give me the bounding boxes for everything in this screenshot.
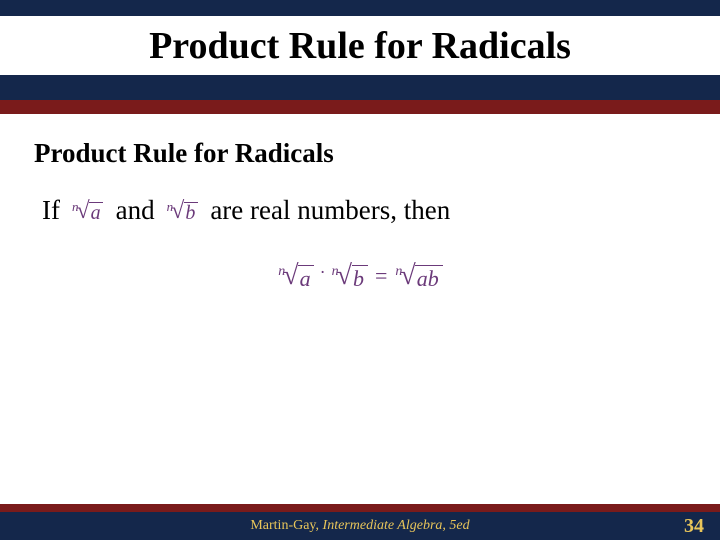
navy-band-top bbox=[0, 0, 720, 16]
equals-sign: = bbox=[375, 263, 387, 289]
radical-symbol: √ bbox=[76, 199, 89, 223]
header: Product Rule for Radicals bbox=[0, 0, 720, 114]
radicand-b: b bbox=[184, 203, 198, 223]
dot-operator: · bbox=[320, 262, 326, 283]
if-text: If bbox=[42, 195, 60, 226]
radical-b: n √ b bbox=[332, 262, 367, 290]
footer-book: Intermediate Algebra, 5ed bbox=[323, 518, 470, 533]
footer: Martin-Gay, Intermediate Algebra, 5ed 34 bbox=[0, 504, 720, 540]
radicand-b: b bbox=[352, 268, 367, 290]
radicand-ab: ab bbox=[416, 268, 442, 290]
radical-symbol: √ bbox=[283, 262, 298, 290]
maroon-band bbox=[0, 100, 720, 114]
content-area: Product Rule for Radicals If n √ a and n… bbox=[0, 114, 720, 290]
product-rule-formula: n √ a · n √ b = n √ ab bbox=[278, 262, 442, 290]
radical-a-inline: n √ a bbox=[72, 199, 104, 223]
radical-symbol: √ bbox=[400, 262, 415, 290]
radical-b-inline: n √ b bbox=[167, 199, 199, 223]
subtitle: Product Rule for Radicals bbox=[34, 138, 686, 169]
radicand-a: a bbox=[299, 268, 314, 290]
rule-sentence: If n √ a and n √ b are real numbers, the… bbox=[34, 195, 686, 226]
footer-author: Martin-Gay, bbox=[250, 518, 322, 533]
footer-citation: Martin-Gay, Intermediate Algebra, 5ed bbox=[250, 518, 469, 534]
rest-text: are real numbers, then bbox=[210, 195, 450, 226]
footer-maroon-band bbox=[0, 504, 720, 512]
main-title: Product Rule for Radicals bbox=[0, 24, 720, 68]
footer-navy-band: Martin-Gay, Intermediate Algebra, 5ed 34 bbox=[0, 512, 720, 540]
page-number: 34 bbox=[684, 515, 704, 538]
radical-ab: n √ ab bbox=[395, 262, 441, 290]
radical-symbol: √ bbox=[337, 262, 352, 290]
radicand-a: a bbox=[90, 203, 104, 223]
and-text: and bbox=[116, 195, 155, 226]
radical-a: n √ a bbox=[278, 262, 313, 290]
radical-symbol: √ bbox=[171, 199, 184, 223]
title-area: Product Rule for Radicals bbox=[0, 16, 720, 74]
formula-row: n √ a · n √ b = n √ ab bbox=[34, 262, 686, 290]
navy-band-below-title bbox=[0, 74, 720, 100]
